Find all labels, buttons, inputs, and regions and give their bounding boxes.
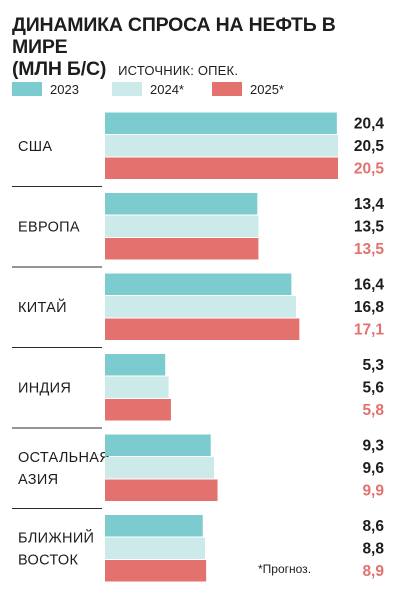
value-label: 9,9 — [362, 483, 384, 500]
value-label: 17,1 — [354, 322, 385, 339]
bar — [105, 399, 171, 421]
category-label: США — [18, 139, 52, 155]
legend-label-2024: 2024* — [150, 82, 184, 97]
bar — [105, 157, 338, 179]
bar — [105, 354, 166, 376]
category-label: ИНДИЯ — [18, 380, 71, 396]
value-label: 16,8 — [354, 299, 385, 316]
bar — [105, 376, 169, 398]
source-note: ИСТОЧНИК: ОПЕК. — [118, 63, 239, 78]
category-label: ВОСТОК — [18, 552, 78, 568]
legend-swatch-2023 — [12, 82, 42, 96]
value-label: 13,5 — [354, 219, 385, 236]
bar — [105, 112, 337, 134]
legend-swatch-2024 — [112, 82, 142, 96]
category-label: ОСТАЛЬНАЯ — [18, 450, 110, 466]
category-label: ЕВРОПА — [18, 219, 80, 235]
value-label: 9,3 — [362, 438, 384, 455]
category-label: БЛИЖНИЙ — [18, 528, 94, 546]
value-label: 8,6 — [362, 518, 384, 535]
bar — [105, 296, 296, 318]
value-label: 16,4 — [354, 277, 385, 294]
value-label: 9,6 — [362, 460, 384, 477]
title-line-2: (МЛН Б/С) — [12, 58, 107, 80]
value-label: 13,5 — [354, 241, 385, 258]
legend: 2023 2024* 2025* — [12, 79, 392, 101]
category-label: КИТАЙ — [18, 298, 67, 316]
category-label: АЗИЯ — [18, 472, 58, 488]
value-label: 20,4 — [354, 116, 385, 133]
bar — [105, 457, 215, 479]
title-line-1: ДИНАМИКА СПРОСА НА НЕФТЬ В МИРЕ — [12, 14, 336, 58]
value-label: 8,8 — [362, 541, 384, 558]
bar — [105, 238, 259, 260]
chart-title: ДИНАМИКА СПРОСА НА НЕФТЬ В МИРЕ (МЛН Б/С… — [12, 14, 392, 82]
bar — [105, 273, 292, 295]
legend-label-2025: 2025* — [250, 82, 284, 97]
forecast-footnote: *Прогноз. — [258, 562, 312, 576]
value-label: 13,4 — [354, 196, 385, 213]
legend-label-2023: 2023 — [50, 82, 79, 97]
bar — [105, 215, 259, 237]
bar — [105, 515, 203, 537]
bar — [105, 537, 206, 559]
value-label: 8,9 — [362, 563, 384, 580]
bar — [105, 434, 211, 456]
bar — [105, 479, 218, 501]
bar — [105, 193, 258, 215]
bar — [105, 560, 207, 582]
value-label: 5,8 — [362, 402, 384, 419]
value-label: 5,6 — [362, 380, 384, 397]
value-label: 5,3 — [362, 357, 384, 374]
bar — [105, 135, 338, 157]
value-label: 20,5 — [354, 161, 385, 178]
legend-item-2025: 2025* — [212, 79, 284, 101]
legend-item-2023: 2023 — [12, 79, 79, 101]
bar — [105, 318, 300, 340]
legend-item-2024: 2024* — [112, 79, 184, 101]
value-label: 20,5 — [354, 138, 385, 155]
legend-swatch-2025 — [212, 82, 242, 96]
